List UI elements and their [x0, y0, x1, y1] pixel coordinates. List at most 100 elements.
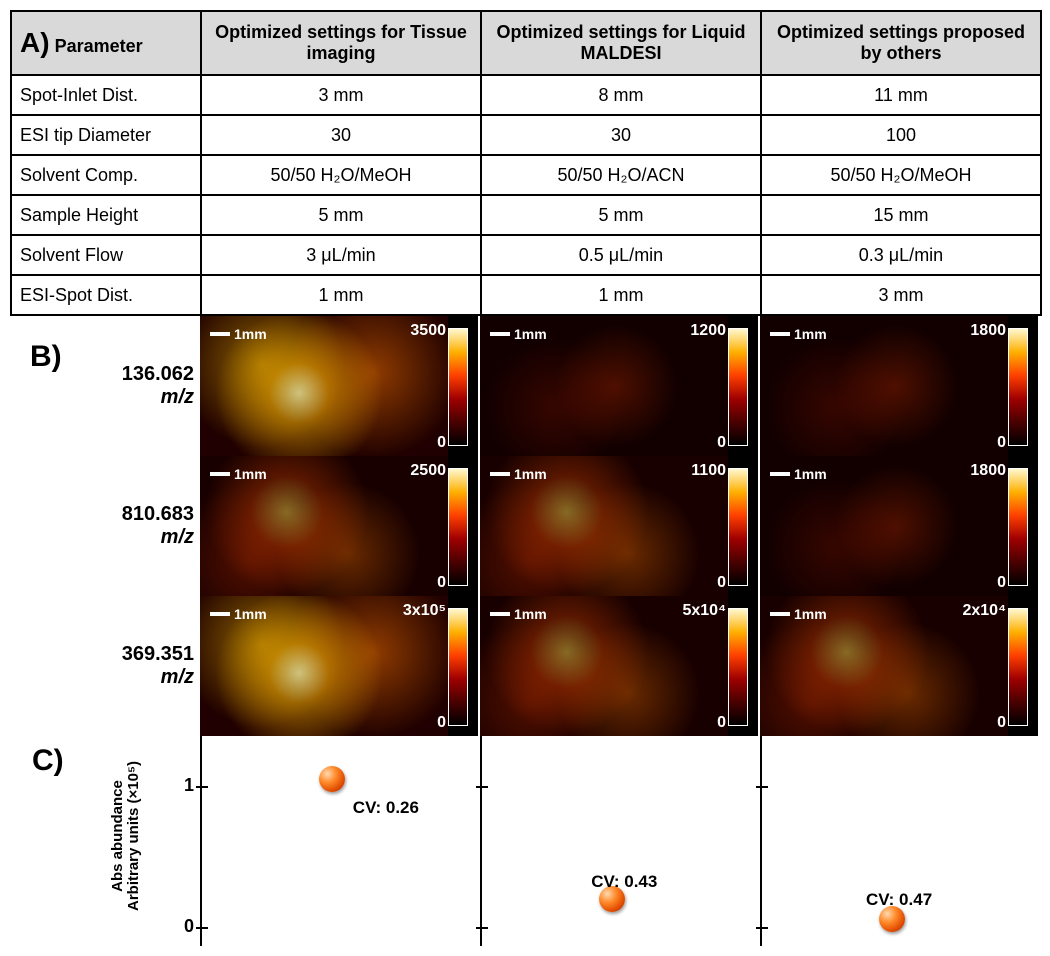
scale-bar: 1mm — [770, 606, 827, 622]
y-axis-label: Abs abundance Arbitrary units (×10⁵) — [110, 736, 142, 936]
param-value: 0.5 μL/min — [481, 235, 761, 275]
ylab-line1: Abs abundance — [109, 780, 126, 892]
param-value: 3 mm — [761, 275, 1041, 315]
table-header-row: A) Parameter Optimized settings for Tiss… — [11, 11, 1041, 75]
table-row: ESI tip Diameter3030100 — [11, 115, 1041, 155]
panel-b: B) 136.062m/z 810.683m/z 369.351m/z 1mm 3500… — [10, 316, 1040, 736]
param-value: 0.3 μL/min — [761, 235, 1041, 275]
color-bar — [448, 328, 468, 446]
scale-bar: 1mm — [210, 326, 267, 342]
colorbar-min: 0 — [437, 714, 446, 732]
colorbar-max: 3500 — [410, 322, 446, 340]
param-name: Sample Height — [11, 195, 201, 235]
param-value: 3 mm — [201, 75, 481, 115]
y-tick — [196, 927, 208, 929]
param-value: 50/50 H₂O/MeOH — [201, 155, 481, 195]
panel-b-rowlabels: B) 136.062m/z 810.683m/z 369.351m/z — [10, 316, 200, 736]
heatmap-cell: 1mm 1200 0 — [480, 316, 760, 456]
heat-row: 1mm 2500 0 1mm 1100 0 1mm 1800 0 — [200, 456, 1040, 596]
ylab-line2: Arbitrary units (×10⁵) — [125, 761, 142, 911]
param-value: 30 — [481, 115, 761, 155]
param-value: 3 μL/min — [201, 235, 481, 275]
table-row: Sample Height5 mm5 mm15 mm — [11, 195, 1041, 235]
param-value: 11 mm — [761, 75, 1041, 115]
colorbar-max: 2x10⁴ — [962, 602, 1006, 620]
header-col-3: Optimized settings proposed by others — [761, 11, 1041, 75]
color-bar — [1008, 328, 1028, 446]
param-value: 30 — [201, 115, 481, 155]
param-value: 15 mm — [761, 195, 1041, 235]
scale-bar: 1mm — [210, 606, 267, 622]
chart-cell: 10CV: 0.43 — [480, 736, 760, 946]
colorbar-min: 0 — [717, 714, 726, 732]
colorbar-min: 0 — [997, 714, 1006, 732]
scale-bar: 1mm — [210, 466, 267, 482]
chart-cell: 10CV: 0.47 — [760, 736, 1040, 946]
colorbar-max: 1100 — [691, 462, 726, 480]
colorbar-min: 0 — [997, 434, 1006, 452]
color-bar — [728, 468, 748, 586]
y-tick — [756, 927, 768, 929]
color-bar — [448, 468, 468, 586]
scale-bar: 1mm — [490, 606, 547, 622]
y-tick — [756, 786, 768, 788]
param-name: Solvent Flow — [11, 235, 201, 275]
cv-label: CV: 0.43 — [591, 872, 657, 892]
y-tick — [476, 786, 488, 788]
colorbar-min: 0 — [717, 574, 726, 592]
panel-c: C) Abs abundance Arbitrary units (×10⁵) … — [10, 736, 1040, 946]
panel-c-letter: C) — [32, 744, 64, 778]
mz-label: 136.062m/z — [122, 363, 194, 409]
colorbar-min: 0 — [437, 434, 446, 452]
table-row: ESI-Spot Dist.1 mm1 mm3 mm — [11, 275, 1041, 315]
heatmap-cell: 1mm5x10⁴0 — [480, 596, 760, 736]
color-bar — [448, 608, 468, 726]
panel-a-letter: A) — [20, 27, 50, 58]
scale-bar: 1mm — [490, 326, 547, 342]
panel-c-charts: 10CV: 0.2610CV: 0.4310CV: 0.47 — [200, 736, 1040, 946]
panel-c-left: C) Abs abundance Arbitrary units (×10⁵) — [10, 736, 200, 946]
table-row: Spot-Inlet Dist.3 mm8 mm11 mm — [11, 75, 1041, 115]
param-value: 8 mm — [481, 75, 761, 115]
chart-cell: 10CV: 0.26 — [200, 736, 480, 946]
color-bar — [1008, 608, 1028, 726]
table-row: Solvent Comp.50/50 H₂O/MeOH50/50 H₂O/ACN… — [11, 155, 1041, 195]
colorbar-min: 0 — [437, 574, 446, 592]
panel-b-letter: B) — [30, 340, 62, 374]
scale-bar: 1mm — [490, 466, 547, 482]
mz-label: 810.683m/z — [122, 503, 194, 549]
colorbar-min: 0 — [997, 574, 1006, 592]
table-row: Solvent Flow3 μL/min0.5 μL/min0.3 μL/min — [11, 235, 1041, 275]
colorbar-max: 1200 — [690, 322, 726, 340]
heatmap-cell: 1mm18000 — [760, 316, 1040, 456]
param-value: 1 mm — [201, 275, 481, 315]
param-value: 5 mm — [201, 195, 481, 235]
heat-row: 1mm3x10⁵01mm5x10⁴01mm2x10⁴0 — [200, 596, 1040, 736]
color-bar — [1008, 468, 1028, 586]
scale-bar: 1mm — [770, 466, 827, 482]
y-tick — [196, 786, 208, 788]
y-tick-label: 1 — [154, 775, 194, 796]
heatmap-cell: 1mm 1100 0 — [480, 456, 760, 596]
param-value: 50/50 H₂O/MeOH — [761, 155, 1041, 195]
colorbar-max: 1800 — [970, 462, 1006, 480]
panel-b-rowlabel: B) 136.062m/z — [10, 316, 200, 456]
param-name: Spot-Inlet Dist. — [11, 75, 201, 115]
heatmap-cell: 1mm 2x10⁴ 0 — [760, 596, 1040, 736]
param-value: 1 mm — [481, 275, 761, 315]
parameter-table: A) Parameter Optimized settings for Tiss… — [10, 10, 1042, 316]
param-name: ESI-Spot Dist. — [11, 275, 201, 315]
heatmap-cell: 1mm 3500 0 — [200, 316, 480, 456]
heat-row: 1mm350001mm120001mm18000 — [200, 316, 1040, 456]
colorbar-max: 2500 — [410, 462, 446, 480]
colorbar-max: 1800 — [970, 322, 1006, 340]
mz-label: 369.351m/z — [122, 643, 194, 689]
colorbar-min: 0 — [717, 434, 726, 452]
y-tick — [476, 927, 488, 929]
panel-b-rowlabel: 369.351m/z — [10, 596, 200, 736]
header-col-2: Optimized settings for Liquid MALDESI — [481, 11, 761, 75]
color-bar — [728, 328, 748, 446]
header-parameter-text: Parameter — [55, 36, 143, 56]
heatmap-cell: 1mm 1800 0 — [760, 456, 1040, 596]
colorbar-max: 3x10⁵ — [403, 602, 446, 620]
